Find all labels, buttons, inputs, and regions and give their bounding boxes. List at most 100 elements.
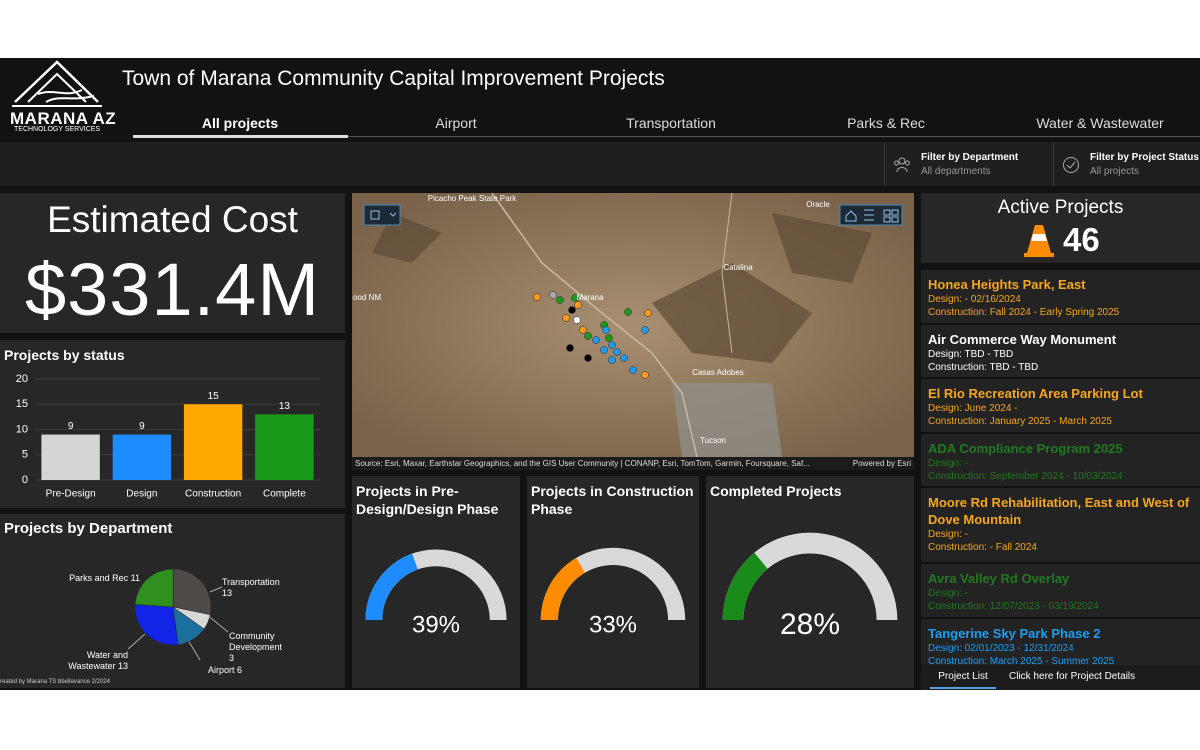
- divider: [884, 142, 885, 186]
- chart-title: Projects in Pre-Design/Design Phase: [356, 483, 499, 517]
- project-construction: Construction: Fall 2024 - Early Spring 2…: [928, 307, 1120, 318]
- nav-tab[interactable]: Water & Wastewater: [1036, 115, 1164, 131]
- footer-tab[interactable]: Project List: [930, 669, 996, 689]
- attribution: Source: Esri, Maxar, Earthstar Geographi…: [355, 459, 810, 468]
- status-icon: [1063, 157, 1079, 173]
- map-label: ood NM: [353, 293, 381, 302]
- cone-icon: [1024, 225, 1054, 257]
- gauge: 33%: [540, 547, 686, 638]
- map-label: Oracle: [806, 200, 830, 209]
- dashboard: MARANA AZ TECHNOLOGY SERVICES Town of Ma…: [0, 58, 1200, 690]
- x-tick-label: Complete: [263, 489, 306, 500]
- pie-label: Transportation 13: [222, 577, 302, 599]
- y-tick-label: 5: [22, 449, 28, 461]
- project-design: Design: -: [928, 457, 969, 469]
- chart-title: Projects in Construction Phase: [531, 483, 694, 517]
- pie-slice: [172, 568, 212, 616]
- project-design: Design: -: [928, 588, 969, 599]
- project-design: Design: June 2024 -: [928, 403, 1018, 414]
- project-item[interactable]: Avra Valley Rd Overlay Design: - Construct…: [921, 564, 1200, 619]
- project-construction: Construction: March 2025 - Summer 2025: [928, 655, 1115, 666]
- pie-label-name: Water and Wastewater: [68, 650, 128, 671]
- project-item[interactable]: El Rio Recreation Area Parking Lot Design…: [921, 379, 1200, 434]
- project-design: Design: TBD - TBD: [928, 348, 1014, 360]
- x-tick-label: Pre-Design: [46, 489, 96, 500]
- project-list: Honea Heights Park, East Design: - 02/16/…: [921, 270, 1200, 665]
- project-item[interactable]: Moore Rd Rehabilitation, East and West o…: [921, 488, 1200, 564]
- powered-by: Powered by Esri: [848, 457, 911, 470]
- project-name: Moore Rd Rehabilitation, East and West o…: [928, 495, 1190, 527]
- pie-label-name: Parks and Rec: [69, 573, 129, 583]
- footer-tab[interactable]: Click here for Project Details: [1009, 671, 1136, 682]
- logo-name: MARANA AZ: [10, 109, 117, 128]
- project-name: ADA Compliance Program 2025: [928, 440, 1123, 456]
- value-label: 15: [208, 391, 220, 402]
- project-item[interactable]: Honea Heights Park, East Design: - 02/16/…: [921, 270, 1200, 325]
- value-label: 9: [139, 421, 145, 432]
- filter-status[interactable]: Filter by Project Status All projects: [1090, 152, 1199, 177]
- gauge-value: 33%: [589, 611, 637, 638]
- project-design: Design: 02/01/2023 - 12/31/2024: [928, 642, 1074, 654]
- logo-sub: TECHNOLOGY SERVICES: [14, 126, 101, 133]
- pie-label-value: 6: [237, 665, 243, 675]
- filter-label: Filter by Department: [921, 152, 1019, 163]
- x-tick-label: Construction: [185, 489, 241, 500]
- project-item[interactable]: Tangerine Sky Park Phase 2 Design: 02/01/…: [921, 618, 1200, 666]
- gauge-panel: Completed Projects 28%: [706, 476, 914, 688]
- project-construction: Construction: January 2025 - March 2025: [928, 416, 1112, 427]
- value-label: 13: [279, 401, 291, 412]
- bar: [41, 434, 100, 480]
- pie-label-value: 11: [130, 573, 140, 583]
- pie-label-name: Airport: [208, 665, 235, 675]
- project-name: Avra Valley Rd Overlay: [928, 571, 1070, 586]
- project-item[interactable]: ADA Compliance Program 2025 Design: - Cons…: [921, 433, 1200, 488]
- tool-icons: [370, 209, 899, 223]
- filter-bar: [0, 142, 1200, 186]
- y-tick-label: 0: [22, 474, 28, 486]
- map-attribution-bar: Source: Esri, Maxar, Earthstar Geographi…: [352, 457, 914, 470]
- pie-chart: [127, 568, 229, 661]
- filter-value: All departments: [921, 166, 991, 177]
- basemap-button[interactable]: [363, 204, 401, 226]
- tab-rule: [133, 136, 1200, 137]
- pie-label-name: Transportation: [222, 577, 280, 587]
- pie-label: Water and Wastewater 13: [58, 650, 128, 672]
- tab-active-indicator: [133, 135, 348, 138]
- map-label: Tucson: [700, 436, 726, 445]
- filter-value: All projects: [1090, 166, 1139, 177]
- nav-tab[interactable]: All projects: [201, 115, 279, 131]
- map-label: Catalina: [723, 263, 753, 272]
- y-tick-label: 15: [16, 398, 28, 410]
- nav-tab[interactable]: Transportation: [626, 115, 716, 131]
- gauge: 28%: [722, 532, 898, 641]
- active-panel: Active Projects 46: [921, 193, 1200, 263]
- logo-mark: [12, 60, 102, 107]
- active-title: Active Projects: [997, 197, 1124, 218]
- project-name: El Rio Recreation Area Parking Lot: [928, 386, 1143, 401]
- x-tick-label: Design: [126, 489, 157, 500]
- cost-title: Estimated Cost: [47, 199, 298, 240]
- road: [721, 193, 733, 354]
- project-construction: Construction: September 2024 - 10/03/202…: [928, 470, 1123, 482]
- road: [491, 193, 698, 457]
- project-name: Tangerine Sky Park Phase 2: [928, 625, 1101, 641]
- map-panel: Picacho Peak State Park Marana Catalina …: [352, 193, 914, 470]
- map-label: Marana: [576, 293, 604, 302]
- cost-panel: Estimated Cost $331.4M: [0, 193, 345, 333]
- project-construction: Construction: 12/07/2023 - 03/19/2024: [928, 601, 1099, 612]
- bar: [183, 404, 243, 480]
- app-title: Town of Marana Community Capital Improve…: [122, 67, 665, 90]
- cost-value: $331.4M: [25, 248, 320, 331]
- filter-department[interactable]: Filter by Department All departments: [921, 152, 1018, 177]
- nav-tab[interactable]: Parks & Rec: [847, 115, 925, 131]
- nav-tab[interactable]: Airport: [435, 115, 477, 131]
- project-design: Design: -: [928, 529, 969, 540]
- gauge: 39%: [365, 549, 507, 638]
- pie-label: Airport 6: [208, 665, 242, 676]
- mountains: [372, 213, 872, 363]
- filter-label: Filter by Project Status: [1090, 152, 1199, 163]
- value-label: 9: [68, 421, 74, 432]
- pie-label-value: 13: [222, 588, 233, 598]
- project-item[interactable]: Air Commerce Way Monument Design: TBD - T…: [921, 324, 1200, 379]
- pie-label: Community Development 3: [229, 631, 295, 664]
